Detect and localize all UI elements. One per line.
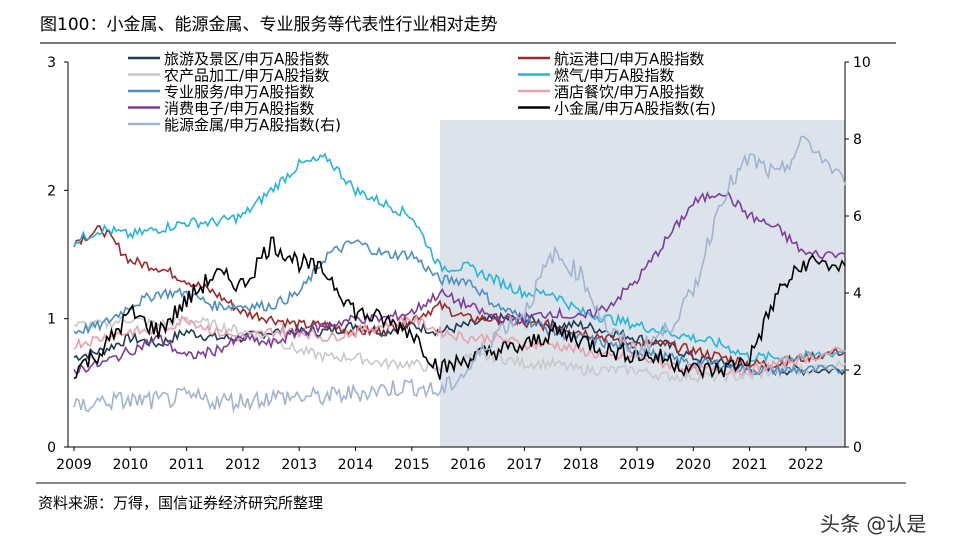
y-right-tick-label: 0 <box>853 440 862 456</box>
shaded-region <box>439 120 845 447</box>
x-tick-label: 2017 <box>507 457 543 473</box>
legend-label: 能源金属/申万A股指数(右) <box>164 116 341 134</box>
y-left-tick-label: 2 <box>47 183 56 199</box>
x-tick-label: 2011 <box>169 457 205 473</box>
x-tick-label: 2012 <box>225 457 261 473</box>
x-tick-label: 2020 <box>675 457 711 473</box>
x-tick-label: 2015 <box>394 457 430 473</box>
series-line-0 <box>73 311 846 377</box>
legend-item: 农产品加工/申万A股指数 <box>128 67 329 85</box>
bottom-rule <box>36 482 906 484</box>
y-left-tick-label: 3 <box>47 55 56 71</box>
x-tick-label: 2016 <box>450 457 486 473</box>
legend-item: 专业服务/申万A股指数 <box>128 83 314 101</box>
y-right-tick-label: 2 <box>853 363 862 379</box>
x-tick-label: 2022 <box>788 457 824 473</box>
legend-label: 航运港口/申万A股指数 <box>554 50 704 68</box>
x-tick-label: 2013 <box>281 457 317 473</box>
y-left-tick-label: 1 <box>47 312 56 328</box>
source-note: 资料来源：万得，国信证券经济研究所整理 <box>38 494 324 512</box>
x-tick-label: 2019 <box>619 457 655 473</box>
series-line-4 <box>73 239 846 378</box>
legend-label: 消费电子/申万A股指数 <box>164 100 314 118</box>
legend-item: 旅游及景区/申万A股指数 <box>128 50 329 68</box>
x-tick-label: 2021 <box>732 457 768 473</box>
legend-item: 燃气/申万A股指数 <box>518 67 674 85</box>
legend-label: 燃气/申万A股指数 <box>554 67 674 85</box>
legend-item: 消费电子/申万A股指数 <box>128 100 314 118</box>
x-tick-label: 2014 <box>338 457 374 473</box>
legend-label: 旅游及景区/申万A股指数 <box>164 50 329 68</box>
legend-item: 小金属/申万A股指数(右) <box>518 100 716 118</box>
y-right-tick-label: 8 <box>853 132 862 148</box>
y-right-tick-label: 6 <box>853 209 862 225</box>
legend-label: 小金属/申万A股指数(右) <box>554 100 716 118</box>
top-rule <box>40 42 896 44</box>
legend-label: 农产品加工/申万A股指数 <box>164 67 329 85</box>
figure-title: 图100：小金属、能源金属、专业服务等代表性行业相对走势 <box>40 15 498 35</box>
x-tick-label: 2018 <box>563 457 599 473</box>
series-line-5 <box>73 313 846 376</box>
series-line-8 <box>73 135 847 414</box>
watermark: 头条 @认是 <box>820 512 927 536</box>
legend-label: 酒店餐饮/申万A股指数 <box>554 83 704 101</box>
y-right-tick-label: 10 <box>853 55 871 71</box>
x-tick-label: 2010 <box>112 457 148 473</box>
series-line-7 <box>73 236 846 380</box>
legend-label: 专业服务/申万A股指数 <box>164 83 314 101</box>
series-line-6 <box>73 190 846 375</box>
y-right-tick-label: 4 <box>853 286 862 302</box>
x-tick-label: 2009 <box>56 457 92 473</box>
series-line-3 <box>73 152 846 363</box>
legend-item: 酒店餐饮/申万A股指数 <box>518 83 704 101</box>
y-left-tick-label: 0 <box>47 440 56 456</box>
legend-item: 航运港口/申万A股指数 <box>518 50 704 68</box>
legend-item: 能源金属/申万A股指数(右) <box>128 116 341 134</box>
